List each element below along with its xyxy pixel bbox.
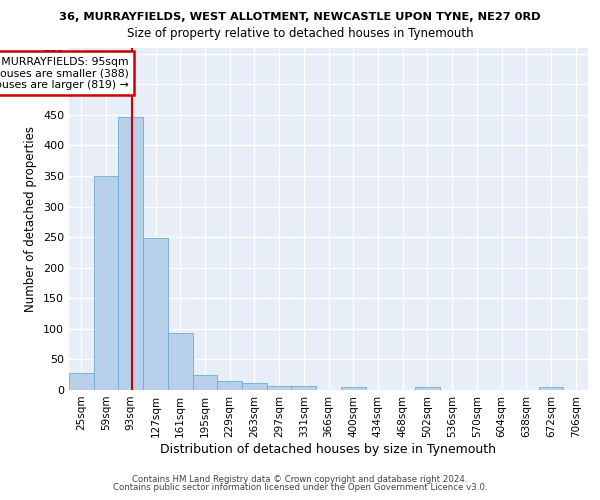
Bar	[193, 374, 217, 390]
X-axis label: Distribution of detached houses by size in Tynemouth: Distribution of detached houses by size …	[161, 442, 497, 456]
Bar	[94, 176, 118, 390]
Bar	[242, 384, 267, 390]
Text: 36 MURRAYFIELDS: 95sqm
← 32% of detached houses are smaller (388)
67% of semi-de: 36 MURRAYFIELDS: 95sqm ← 32% of detached…	[0, 56, 128, 90]
Bar	[341, 387, 365, 390]
Y-axis label: Number of detached properties: Number of detached properties	[25, 126, 37, 312]
Text: Size of property relative to detached houses in Tynemouth: Size of property relative to detached ho…	[127, 28, 473, 40]
Text: Contains HM Land Registry data © Crown copyright and database right 2024.: Contains HM Land Registry data © Crown c…	[132, 475, 468, 484]
Bar	[415, 387, 440, 390]
Bar	[539, 387, 563, 390]
Text: Contains public sector information licensed under the Open Government Licence v3: Contains public sector information licen…	[113, 483, 487, 492]
Bar	[143, 238, 168, 390]
Bar	[292, 386, 316, 390]
Bar	[168, 332, 193, 390]
Text: 36, MURRAYFIELDS, WEST ALLOTMENT, NEWCASTLE UPON TYNE, NE27 0RD: 36, MURRAYFIELDS, WEST ALLOTMENT, NEWCAS…	[59, 12, 541, 22]
Bar	[118, 116, 143, 390]
Bar	[69, 373, 94, 390]
Bar	[217, 382, 242, 390]
Bar	[267, 386, 292, 390]
